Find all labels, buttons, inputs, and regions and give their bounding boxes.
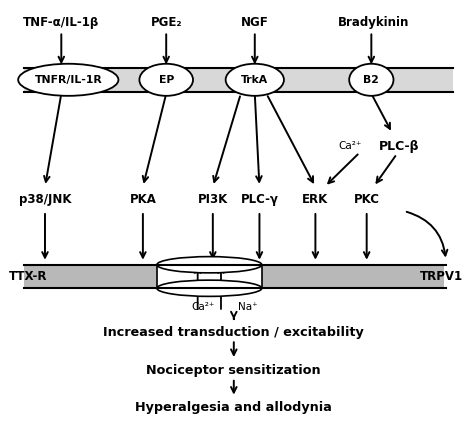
Text: Nociceptor sensitization: Nociceptor sensitization (146, 364, 321, 377)
Ellipse shape (157, 257, 262, 273)
Text: Ca²⁺: Ca²⁺ (338, 141, 362, 151)
Ellipse shape (349, 64, 393, 96)
Bar (24, 68, 453, 91)
Bar (262, 265, 444, 288)
Text: TrkA: TrkA (241, 75, 268, 85)
Text: TRPV1: TRPV1 (420, 270, 464, 283)
Ellipse shape (139, 64, 193, 96)
Ellipse shape (18, 64, 118, 96)
Text: TTX-R: TTX-R (9, 270, 47, 283)
Bar (157, 265, 262, 288)
Text: ERK: ERK (302, 193, 328, 206)
Text: NGF: NGF (241, 16, 269, 29)
Bar (24, 265, 157, 288)
Ellipse shape (226, 64, 284, 96)
Text: PLC-γ: PLC-γ (240, 193, 278, 206)
Text: EP: EP (158, 75, 174, 85)
Text: Hyperalgesia and allodynia: Hyperalgesia and allodynia (136, 401, 332, 414)
Text: TNFR/IL-1R: TNFR/IL-1R (35, 75, 102, 85)
Text: PLC-β: PLC-β (379, 139, 419, 153)
Text: p38/JNK: p38/JNK (19, 193, 71, 206)
Text: PKA: PKA (129, 193, 156, 206)
Text: Ca²⁺: Ca²⁺ (192, 302, 215, 312)
Text: Increased transduction / excitability: Increased transduction / excitability (103, 326, 364, 338)
Text: Bradykinin: Bradykinin (338, 16, 410, 29)
Ellipse shape (157, 280, 262, 296)
Text: TNF-α/IL-1β: TNF-α/IL-1β (23, 16, 100, 29)
Text: Na⁺: Na⁺ (238, 302, 257, 312)
Text: PI3K: PI3K (198, 193, 228, 206)
Text: PKC: PKC (354, 193, 380, 206)
Text: PGE₂: PGE₂ (150, 16, 182, 29)
Text: B2: B2 (364, 75, 379, 85)
